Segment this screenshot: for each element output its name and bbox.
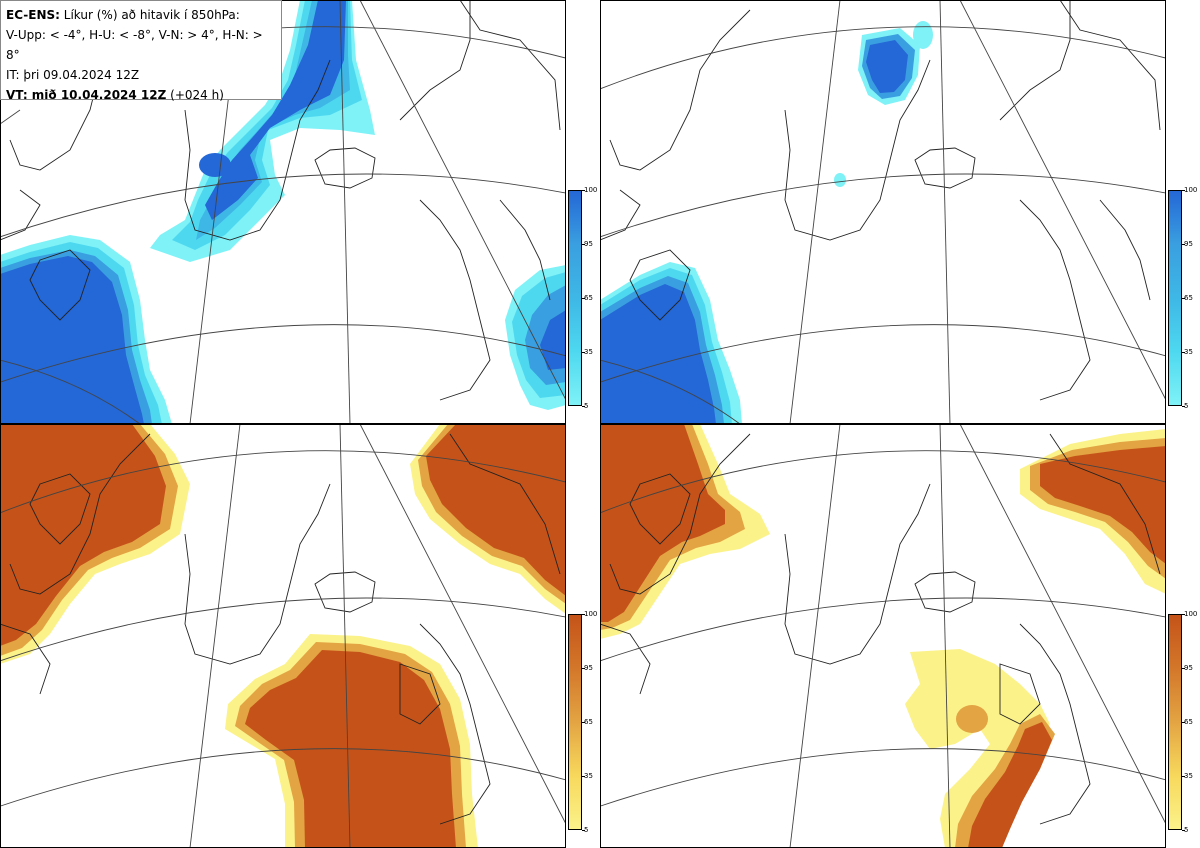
colorbar-tick-mark <box>582 352 585 353</box>
colorbar-tick-label: 5 <box>584 402 589 410</box>
colorbar-tick-mark <box>582 244 585 245</box>
info-line-valid: VT: mið 10.04.2024 12Z (+024 h) <box>6 85 276 105</box>
model-name: EC-ENS: <box>6 8 60 22</box>
colorbar-tick-mark <box>1182 614 1185 615</box>
valid-time: VT: mið 10.04.2024 12Z <box>6 88 167 102</box>
colorbar-tick-label: 5 <box>584 826 589 834</box>
colorbar-tick-label: 95 <box>584 664 593 672</box>
colorbar-tick-mark <box>1182 298 1185 299</box>
map-panel-warm-4 <box>0 424 566 848</box>
colorbar-warm-3 <box>568 614 582 830</box>
colorbar-tick-label: 65 <box>584 294 593 302</box>
colorbar-tick-mark <box>1182 830 1185 831</box>
coastlines <box>600 0 1161 401</box>
probability-shading <box>600 424 1166 848</box>
coastlines <box>0 433 561 825</box>
info-line-title: EC-ENS: Líkur (%) að hitavik í 850hPa: <box>6 5 276 25</box>
map-warm-4 <box>0 424 566 848</box>
info-legend-box: EC-ENS: Líkur (%) að hitavik í 850hPa: V… <box>0 0 282 102</box>
lead-time: (+024 h) <box>170 88 224 102</box>
colorbar-warm-4 <box>1168 614 1182 830</box>
colorbar-tick-mark <box>1182 244 1185 245</box>
colorbar-tick-label: 100 <box>1184 186 1198 194</box>
map-panel-cold-8 <box>600 0 1166 424</box>
colorbar-tick-label: 100 <box>584 186 598 194</box>
product-title: Líkur (%) að hitavik í 850hPa: <box>63 8 240 22</box>
colorbar-cold-2 <box>1168 190 1182 406</box>
colorbar-tick-label: 65 <box>1184 718 1193 726</box>
colorbar-tick-label: 95 <box>584 240 593 248</box>
probability-shading <box>0 0 566 424</box>
colorbar-tick-label: 95 <box>1184 664 1193 672</box>
colorbar-tick-label: 65 <box>1184 294 1193 302</box>
map-warm-8 <box>600 424 1166 848</box>
colorbar-tick-mark <box>582 722 585 723</box>
threshold-line: V-Upp: < -4°, H-U: < -8°, V-N: > 4°, H-N… <box>6 28 263 62</box>
colorbar-tick-label: 35 <box>584 772 593 780</box>
map-panel-warm-8 <box>600 424 1166 848</box>
colorbar-cold-1 <box>568 190 582 406</box>
colorbar-tick-mark <box>582 776 585 777</box>
colorbar-tick-mark <box>582 830 585 831</box>
colorbar-tick-mark <box>582 406 585 407</box>
colorbar-tick-mark <box>1182 352 1185 353</box>
colorbar-tick-label: 95 <box>1184 240 1193 248</box>
colorbar-tick-label: 35 <box>1184 772 1193 780</box>
graticule <box>0 424 566 848</box>
colorbar-tick-label: 100 <box>1184 610 1198 618</box>
map-cold-8 <box>600 0 1166 424</box>
colorbar-tick-mark <box>1182 668 1185 669</box>
coastlines <box>0 0 561 401</box>
colorbar-tick-mark <box>1182 406 1185 407</box>
graticule <box>600 424 1166 848</box>
probability-shading <box>600 21 933 424</box>
colorbar-tick-mark <box>1182 190 1185 191</box>
colorbar-tick-label: 35 <box>584 348 593 356</box>
coastlines <box>600 433 1161 825</box>
colorbar-tick-mark <box>582 190 585 191</box>
probability-shading <box>0 424 566 848</box>
colorbar-tick-mark <box>582 298 585 299</box>
colorbar-tick-mark <box>1182 776 1185 777</box>
colorbar-tick-label: 100 <box>584 610 598 618</box>
colorbar-tick-mark <box>1182 722 1185 723</box>
map-panel-cold-4 <box>0 0 566 424</box>
init-time: IT: þri 09.04.2024 12Z <box>6 68 140 82</box>
map-cold-4 <box>0 0 566 424</box>
colorbar-tick-label: 35 <box>1184 348 1193 356</box>
colorbar-tick-label: 5 <box>1184 402 1189 410</box>
colorbar-tick-label: 5 <box>1184 826 1189 834</box>
colorbar-tick-label: 65 <box>584 718 593 726</box>
colorbar-tick-mark <box>582 668 585 669</box>
colorbar-tick-mark <box>582 614 585 615</box>
graticule <box>600 0 1166 424</box>
